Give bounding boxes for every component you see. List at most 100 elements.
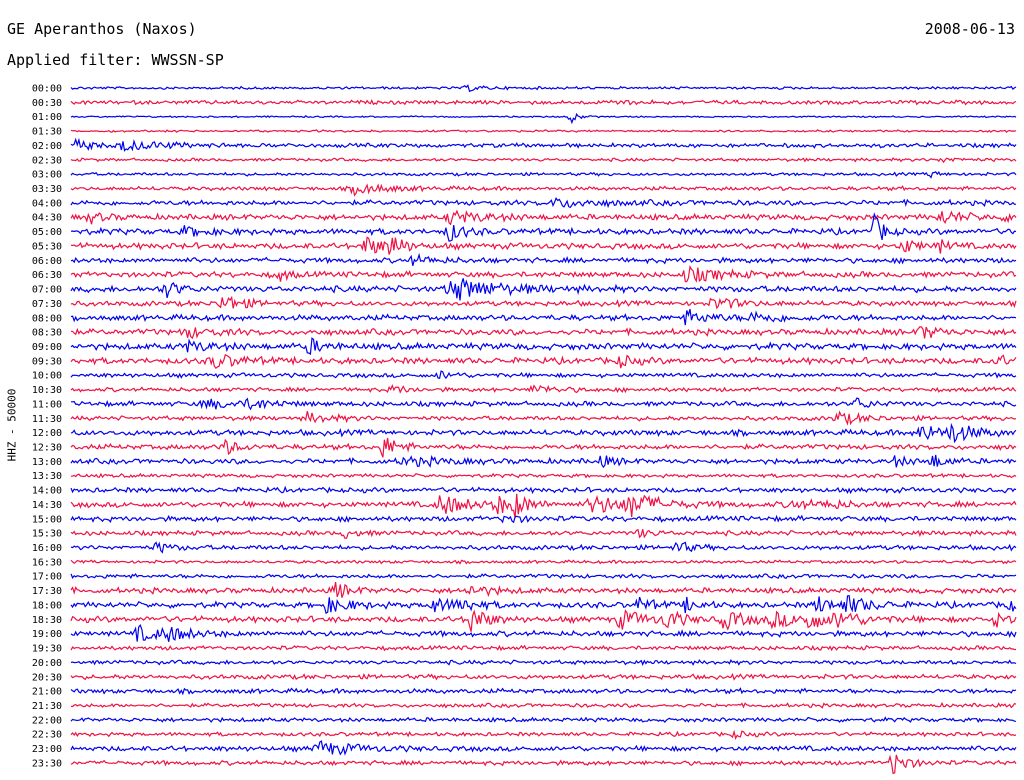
row-time-label: 23:30 — [32, 758, 62, 769]
trace-01:30 — [70, 129, 1017, 134]
row-time-label: 19:30 — [32, 644, 62, 655]
row-time-label: 15:30 — [32, 529, 62, 540]
trace-11:30 — [70, 410, 1017, 426]
trace-16:30 — [70, 559, 1017, 565]
trace-15:00 — [70, 514, 1017, 524]
trace-16:00 — [70, 541, 1017, 554]
row-time-label: 20:30 — [32, 672, 62, 683]
trace-07:00 — [70, 278, 1017, 301]
trace-12:30 — [70, 437, 1017, 458]
trace-20:00 — [70, 659, 1017, 666]
row-time-label: 06:00 — [32, 256, 62, 267]
trace-03:00 — [70, 170, 1017, 179]
row-time-label: 20:00 — [32, 658, 62, 669]
row-time-label: 10:00 — [32, 371, 62, 382]
trace-06:30 — [70, 265, 1017, 283]
row-time-label: 18:00 — [32, 600, 62, 611]
row-time-label: 23:00 — [32, 744, 62, 755]
row-time-label: 11:30 — [32, 414, 62, 425]
row-time-label: 15:00 — [32, 514, 62, 525]
trace-18:30 — [70, 609, 1017, 632]
row-time-label: 11:00 — [32, 399, 62, 410]
trace-11:00 — [71, 397, 1017, 411]
trace-01:00 — [70, 112, 1017, 125]
trace-21:30 — [70, 701, 1017, 709]
trace-13:30 — [70, 472, 1017, 479]
trace-05:30 — [70, 236, 1017, 255]
trace-12:00 — [70, 422, 1017, 444]
row-time-label: 18:30 — [32, 615, 62, 626]
trace-15:30 — [70, 528, 1017, 539]
station-title: GE Aperanthos (Naxos) — [7, 20, 197, 38]
row-time-label: 02:00 — [32, 141, 62, 152]
row-time-label: 09:30 — [32, 356, 62, 367]
trace-22:00 — [70, 716, 1017, 724]
row-time-label: 04:00 — [32, 198, 62, 209]
trace-13:00 — [70, 454, 1017, 469]
row-time-label: 12:00 — [32, 428, 62, 439]
trace-17:30 — [70, 581, 1017, 598]
trace-08:30 — [70, 326, 1017, 340]
trace-04:00 — [70, 197, 1017, 209]
trace-23:00 — [70, 740, 1017, 756]
row-time-label: 16:00 — [32, 543, 62, 554]
trace-19:30 — [70, 644, 1016, 652]
trace-03:30 — [70, 183, 1017, 197]
row-time-label: 13:30 — [32, 471, 62, 482]
row-time-label: 02:30 — [32, 155, 62, 166]
trace-10:00 — [70, 370, 1017, 380]
row-time-label: 03:30 — [32, 184, 62, 195]
trace-07:30 — [70, 295, 1017, 310]
row-time-label: 17:00 — [32, 572, 62, 583]
row-time-label: 07:00 — [32, 285, 62, 296]
trace-04:30 — [70, 209, 1017, 226]
row-time-label: 01:30 — [32, 127, 62, 138]
row-time-label: 05:00 — [32, 227, 62, 238]
trace-17:00 — [70, 572, 1017, 580]
trace-19:00 — [70, 624, 1017, 642]
row-time-label: 00:30 — [32, 98, 62, 109]
trace-22:30 — [70, 729, 1017, 740]
row-time-label: 22:30 — [32, 730, 62, 741]
trace-14:30 — [70, 493, 1017, 518]
filter-label: Applied filter: WWSSN-SP — [7, 51, 224, 69]
row-time-label: 06:30 — [32, 270, 62, 281]
row-time-label: 16:30 — [32, 557, 62, 568]
trace-23:30 — [70, 754, 1017, 775]
row-time-label: 08:30 — [32, 328, 62, 339]
row-time-label: 21:30 — [32, 701, 62, 712]
trace-14:00 — [70, 485, 1017, 495]
row-time-label: 21:00 — [32, 687, 62, 698]
trace-18:00 — [70, 595, 1017, 615]
row-time-label: 14:30 — [32, 500, 62, 511]
row-time-label: 00:00 — [32, 84, 62, 95]
trace-09:00 — [70, 337, 1017, 356]
row-time-label: 12:30 — [32, 443, 62, 454]
row-time-label: 19:00 — [32, 629, 62, 640]
row-time-label: 04:30 — [32, 213, 62, 224]
trace-20:30 — [70, 672, 1017, 681]
trace-02:00 — [70, 137, 1017, 152]
trace-02:30 — [70, 157, 1017, 164]
row-time-label: 01:00 — [32, 112, 62, 123]
trace-05:00 — [70, 212, 1017, 242]
trace-10:30 — [70, 383, 1017, 394]
trace-08:00 — [70, 309, 1017, 326]
trace-06:00 — [70, 252, 1017, 266]
row-time-label: 10:30 — [32, 385, 62, 396]
trace-00:30 — [70, 99, 1017, 106]
row-time-label: 09:00 — [32, 342, 62, 353]
row-time-label: 03:00 — [32, 170, 62, 181]
row-time-label: 17:30 — [32, 586, 62, 597]
row-time-label: 14:00 — [32, 486, 62, 497]
row-time-label: 22:00 — [32, 715, 62, 726]
trace-00:00 — [70, 84, 1017, 93]
row-time-label: 08:00 — [32, 313, 62, 324]
trace-21:00 — [70, 687, 1017, 696]
row-time-label: 13:00 — [32, 457, 62, 468]
trace-09:30 — [70, 353, 1017, 370]
row-time-label: 05:30 — [32, 241, 62, 252]
record-date: 2008-06-13 — [924, 20, 1015, 38]
row-time-label: 07:30 — [32, 299, 62, 310]
